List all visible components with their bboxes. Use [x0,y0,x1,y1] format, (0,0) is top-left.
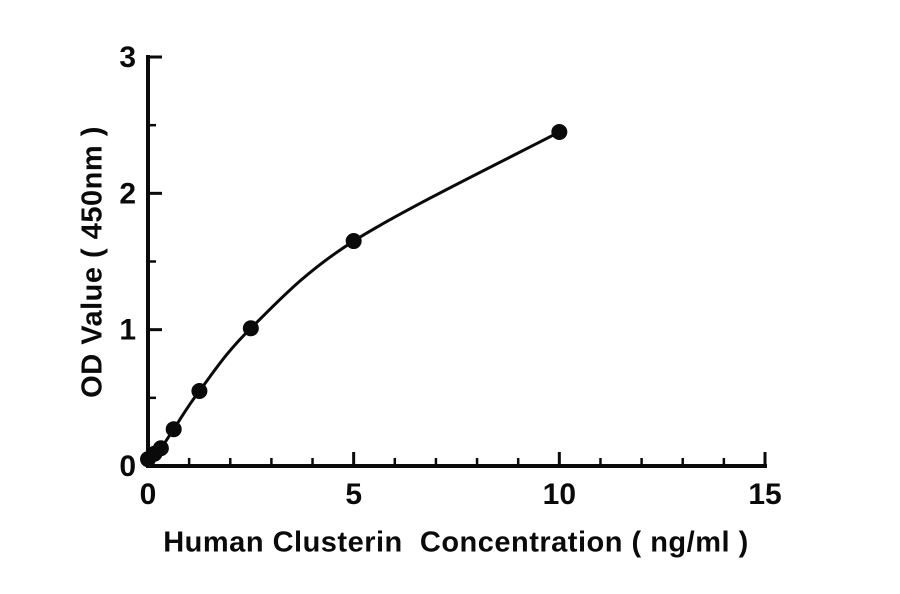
x-axis-title: Human Clusterin Concentration ( ng/ml ) [163,526,749,559]
y-tick-label: 3 [119,41,136,74]
y-tick-label: 0 [119,450,136,483]
x-tick-label: 5 [345,478,362,511]
x-tick-label: 0 [140,478,157,511]
data-point [152,440,169,457]
data-point [345,233,362,250]
curve [147,130,561,461]
y-axis-title: OD Value ( 450nm ) [76,126,109,398]
axes [146,55,767,468]
data-point [191,383,208,400]
x-tick-label: 15 [748,478,781,511]
data-point [165,421,182,438]
x-tick-label: 10 [543,478,576,511]
data-point [242,320,259,337]
y-tick-label: 1 [119,314,136,347]
data-point [551,123,568,140]
y-tick-label: 2 [119,177,136,210]
